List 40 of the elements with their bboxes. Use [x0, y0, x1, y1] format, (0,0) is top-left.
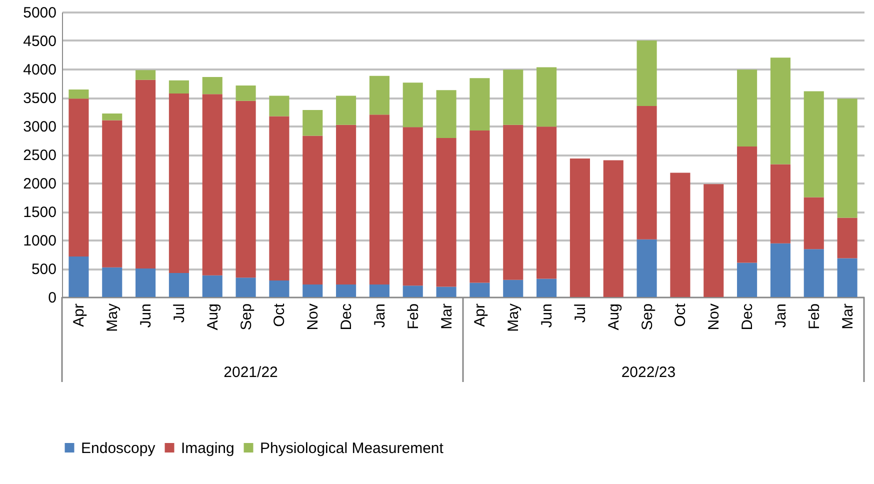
x-tick-label: Mar	[438, 304, 456, 330]
y-tick-label: 3500	[23, 90, 56, 107]
x-tick-label: Apr	[472, 303, 489, 327]
legend-label: Endoscopy	[81, 440, 156, 457]
y-tick-label: 1000	[23, 232, 56, 250]
y-tick-label: 4000	[23, 62, 56, 78]
y-tick-label: 4500	[23, 33, 56, 50]
x-tick-label: Nov	[304, 303, 322, 330]
x-tick-label: Oct	[672, 302, 690, 327]
y-tick-label: 2000	[23, 176, 56, 192]
x-tick-label: Dec	[338, 303, 356, 330]
x-tick-label: Apr	[70, 303, 88, 327]
x-tick-label: May	[104, 303, 122, 332]
x-tick-label: Nov	[706, 303, 723, 330]
x-tick-label: Jan	[772, 304, 790, 328]
x-tick-label: Jul	[170, 304, 188, 323]
x-tick-label: Mar	[839, 304, 856, 330]
x-tick-label: Dec	[739, 303, 756, 330]
x-tick-label: Aug	[204, 304, 222, 330]
x-tick-label: Sep	[638, 304, 656, 330]
y-tick-label: 2500	[23, 147, 56, 164]
y-tick-label: 500	[31, 261, 56, 278]
x-tick-label: Aug	[605, 304, 622, 330]
text: 2022/23	[621, 364, 676, 381]
y-tick-label: 1500	[23, 204, 56, 221]
x-tick-label: Oct	[271, 302, 288, 327]
y-tick-label: 0	[48, 290, 56, 306]
x-tick-label: Sep	[238, 304, 255, 330]
y-tick-label: 5000	[23, 4, 56, 22]
x-tick-label: May	[505, 303, 522, 332]
x-tick-label: Feb	[806, 304, 823, 330]
y-tick-label: 3000	[23, 118, 56, 136]
text: 2021/22	[224, 364, 278, 381]
legend-label: Imaging	[181, 440, 234, 457]
x-tick-label: Jan	[371, 304, 388, 328]
x-tick-label: Jun	[138, 304, 155, 328]
x-tick-label: Jun	[538, 304, 556, 328]
x-tick-label: Feb	[404, 304, 422, 330]
x-tick-label: Jul	[572, 304, 589, 323]
legend-label: Physiological Measurement	[260, 440, 444, 457]
